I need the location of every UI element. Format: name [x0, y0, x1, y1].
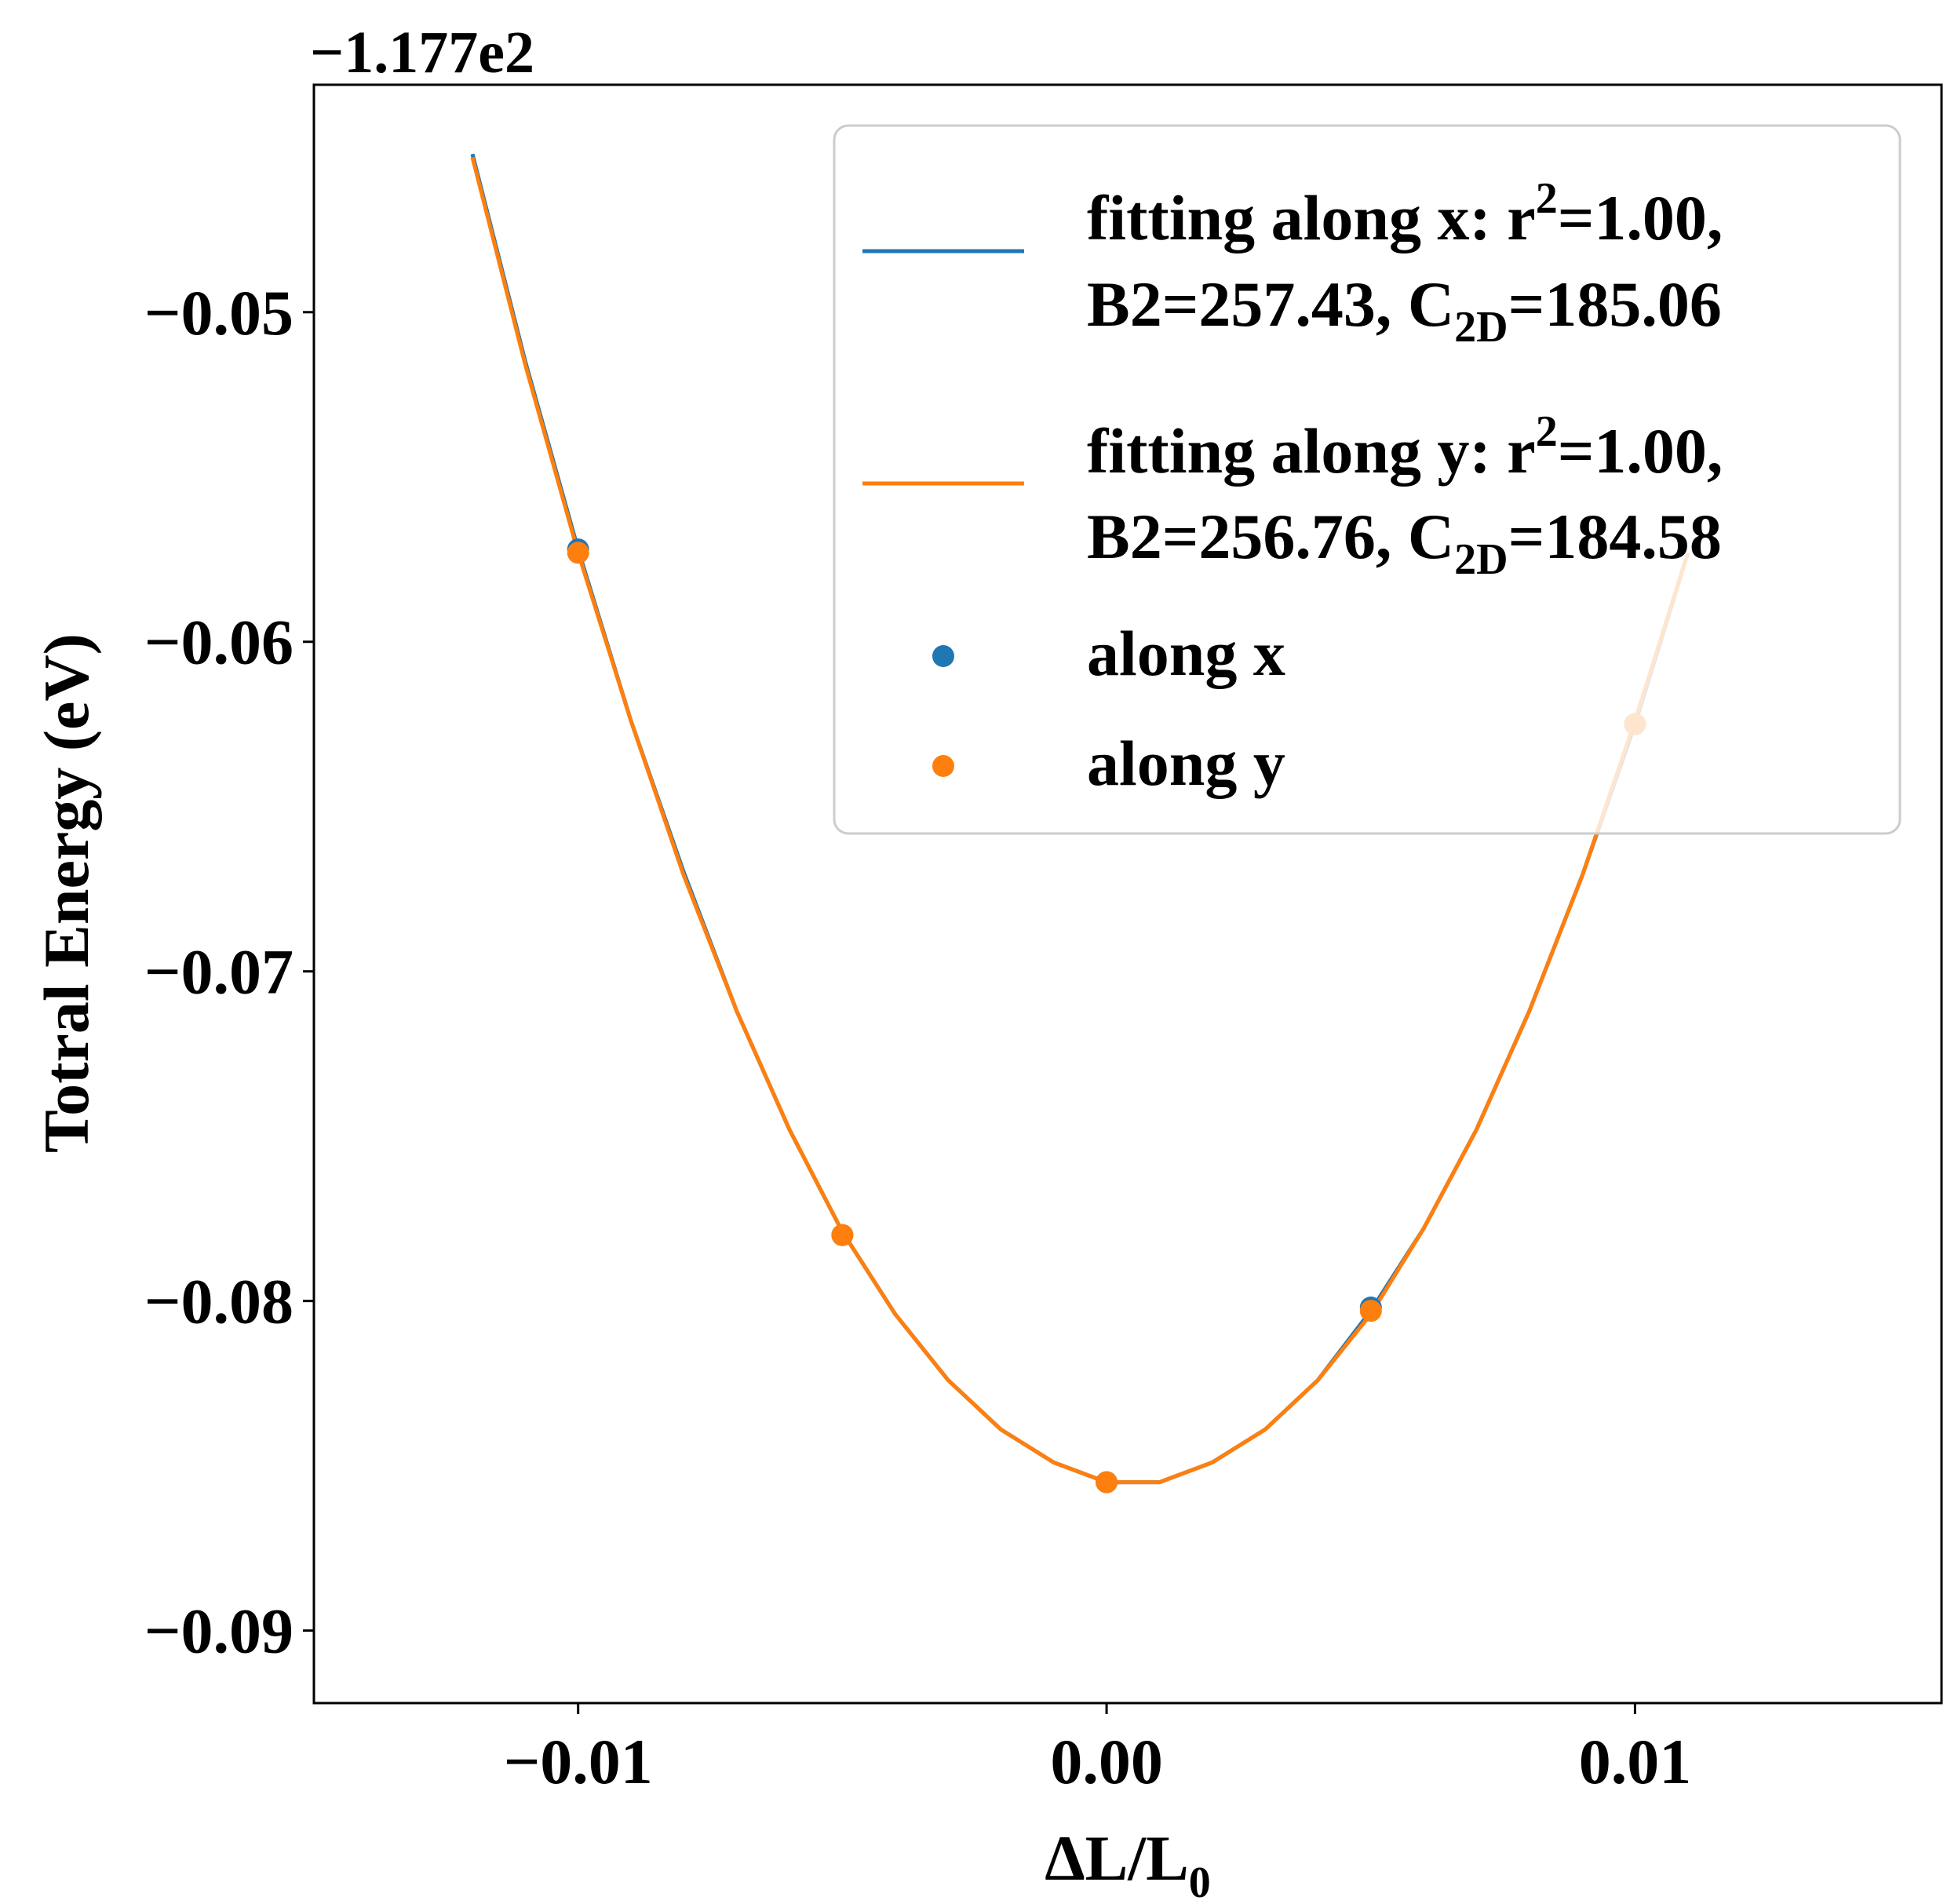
point-along-y — [567, 542, 589, 564]
y-tick-label: −0.06 — [144, 607, 294, 678]
legend-label-along-x: along x — [1087, 618, 1285, 689]
legend-label-fit-y-line2: B2=256.76, C2D=184.58 — [1087, 501, 1722, 584]
x-axis-label: ΔL/L0 — [1045, 1822, 1211, 1904]
legend-label-fit-y-line1: fitting along y: r2=1.00, — [1087, 407, 1723, 487]
legend-marker-along-y — [932, 755, 954, 777]
y-offset-text: −1.177e2 — [310, 20, 534, 86]
legend-label-along-y: along y — [1087, 728, 1285, 799]
point-along-y — [1096, 1471, 1118, 1494]
x-axis-label-subscript: 0 — [1189, 1858, 1211, 1904]
legend-marker-along-x — [932, 645, 954, 667]
y-tick-label: −0.07 — [144, 936, 294, 1008]
x-tick-label: −0.01 — [504, 1726, 653, 1797]
point-along-y — [831, 1224, 854, 1246]
legend-box — [833, 124, 1901, 835]
legend: fitting along x: r2=1.00, B2=257.43, C2D… — [833, 124, 1901, 835]
fit-curves — [470, 153, 1690, 1485]
y-tick-label: −0.05 — [144, 277, 294, 348]
point-along-y — [1359, 1300, 1382, 1322]
y-tick-label: −0.09 — [144, 1596, 294, 1667]
fit-line-y — [470, 156, 1690, 1485]
y-tick-label: −0.08 — [144, 1266, 294, 1337]
plot-frame — [312, 83, 1943, 1705]
x-tick-label: 0.00 — [1050, 1726, 1163, 1797]
legend-label-fit-x-line1: fitting along x: r2=1.00, — [1087, 174, 1723, 254]
y-axis-ticks: −0.05 −0.06 −0.07 −0.08 −0.09 — [144, 277, 314, 1667]
legend-label-fit-x-line2: B2=257.43, C2D=185.06 — [1087, 268, 1722, 352]
y-axis-label: Totral Energy (eV) — [31, 633, 102, 1153]
x-tick-label: 0.01 — [1579, 1726, 1692, 1797]
x-axis-ticks: −0.01 0.00 0.01 — [504, 1703, 1692, 1797]
